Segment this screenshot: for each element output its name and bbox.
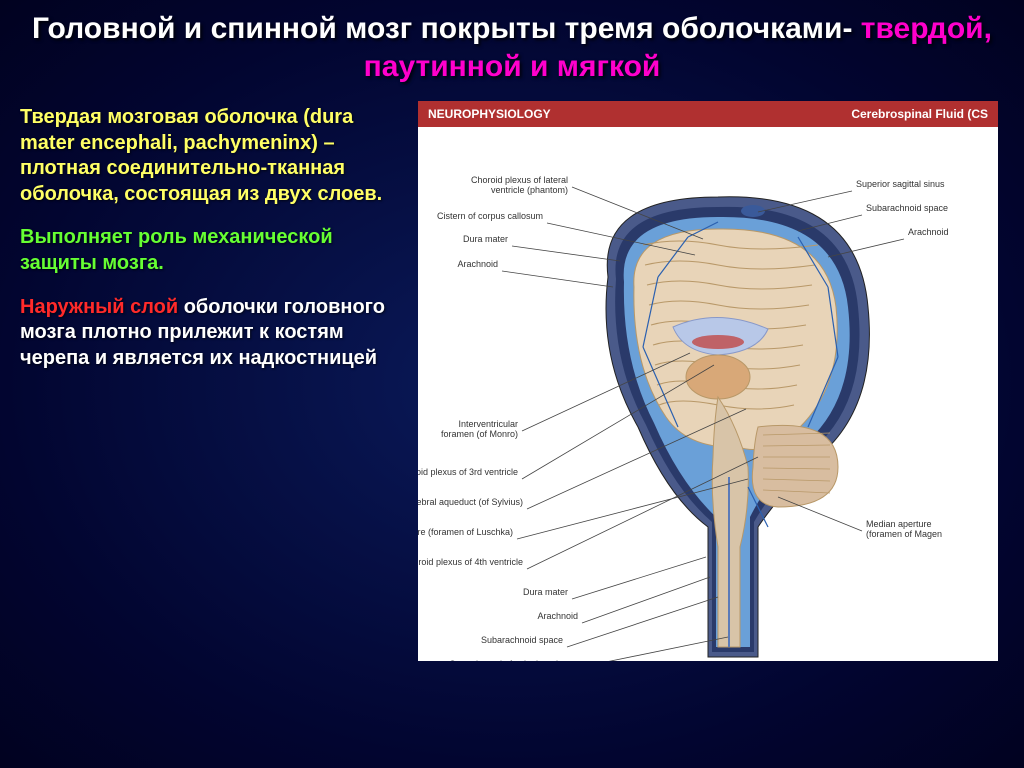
svg-text:Dura mater: Dura mater bbox=[463, 234, 508, 244]
svg-text:Subarachnoid space: Subarachnoid space bbox=[481, 635, 563, 645]
svg-text:Cerebral aqueduct (of Sylvius): Cerebral aqueduct (of Sylvius) bbox=[418, 497, 523, 507]
diagram-header-left: NEUROPHYSIOLOGY bbox=[428, 107, 551, 121]
svg-text:Central canal of spinal cord: Central canal of spinal cord bbox=[449, 659, 558, 661]
svg-text:Cistern of corpus callosum: Cistern of corpus callosum bbox=[437, 211, 543, 221]
svg-text:Arachnoid: Arachnoid bbox=[537, 611, 578, 621]
svg-text:(foramen of Magen: (foramen of Magen bbox=[866, 529, 942, 539]
paragraph-outer-layer: Наружный слой оболочки головного мозга п… bbox=[20, 295, 400, 372]
svg-text:Median aperture: Median aperture bbox=[866, 519, 932, 529]
svg-text:Choroid plexus of 3rd ventricl: Choroid plexus of 3rd ventricle bbox=[418, 467, 518, 477]
svg-text:Arachnoid: Arachnoid bbox=[457, 259, 498, 269]
svg-text:Superior sagittal sinus: Superior sagittal sinus bbox=[856, 179, 945, 189]
title-part-1: Головной и спинной мозг покрыты тремя об… bbox=[32, 12, 861, 45]
svg-text:Subarachnoid space: Subarachnoid space bbox=[866, 203, 948, 213]
svg-text:Lateral aperture (foramen of L: Lateral aperture (foramen of Luschka) bbox=[418, 527, 513, 537]
svg-text:foramen (of Monro): foramen (of Monro) bbox=[441, 429, 518, 439]
paragraph-role: Выполняет роль механической защиты мозга… bbox=[20, 225, 400, 276]
outer-layer-red: Наружный слой bbox=[20, 296, 184, 318]
paragraph-dura: Твердая мозговая оболочка (dura mater en… bbox=[20, 105, 400, 207]
brain-illustration: Choroid plexus of lateralventricle (phan… bbox=[418, 127, 998, 661]
diagram-header-right: Cerebrospinal Fluid (CS bbox=[851, 107, 988, 121]
text-column: Твердая мозговая оболочка (dura mater en… bbox=[20, 99, 400, 748]
svg-text:Choroid plexus of lateral: Choroid plexus of lateral bbox=[471, 175, 568, 185]
brain-diagram: NEUROPHYSIOLOGY Cerebrospinal Fluid (CS … bbox=[418, 101, 998, 661]
brain-svg: Choroid plexus of lateralventricle (phan… bbox=[418, 127, 998, 661]
slide: Головной и спинной мозг покрыты тремя об… bbox=[0, 0, 1024, 768]
diagram-header: NEUROPHYSIOLOGY Cerebrospinal Fluid (CS bbox=[418, 101, 998, 127]
svg-text:Choroid plexus of 4th ventricl: Choroid plexus of 4th ventricle bbox=[418, 557, 523, 567]
svg-text:ventricle (phantom): ventricle (phantom) bbox=[491, 185, 568, 195]
svg-text:Interventricular: Interventricular bbox=[458, 419, 518, 429]
svg-text:Dura mater: Dura mater bbox=[523, 587, 568, 597]
content-row: Твердая мозговая оболочка (dura mater en… bbox=[20, 99, 1004, 748]
slide-title: Головной и спинной мозг покрыты тремя об… bbox=[20, 10, 1004, 85]
image-column: NEUROPHYSIOLOGY Cerebrospinal Fluid (CS … bbox=[412, 99, 1004, 748]
svg-text:Arachnoid: Arachnoid bbox=[908, 227, 949, 237]
